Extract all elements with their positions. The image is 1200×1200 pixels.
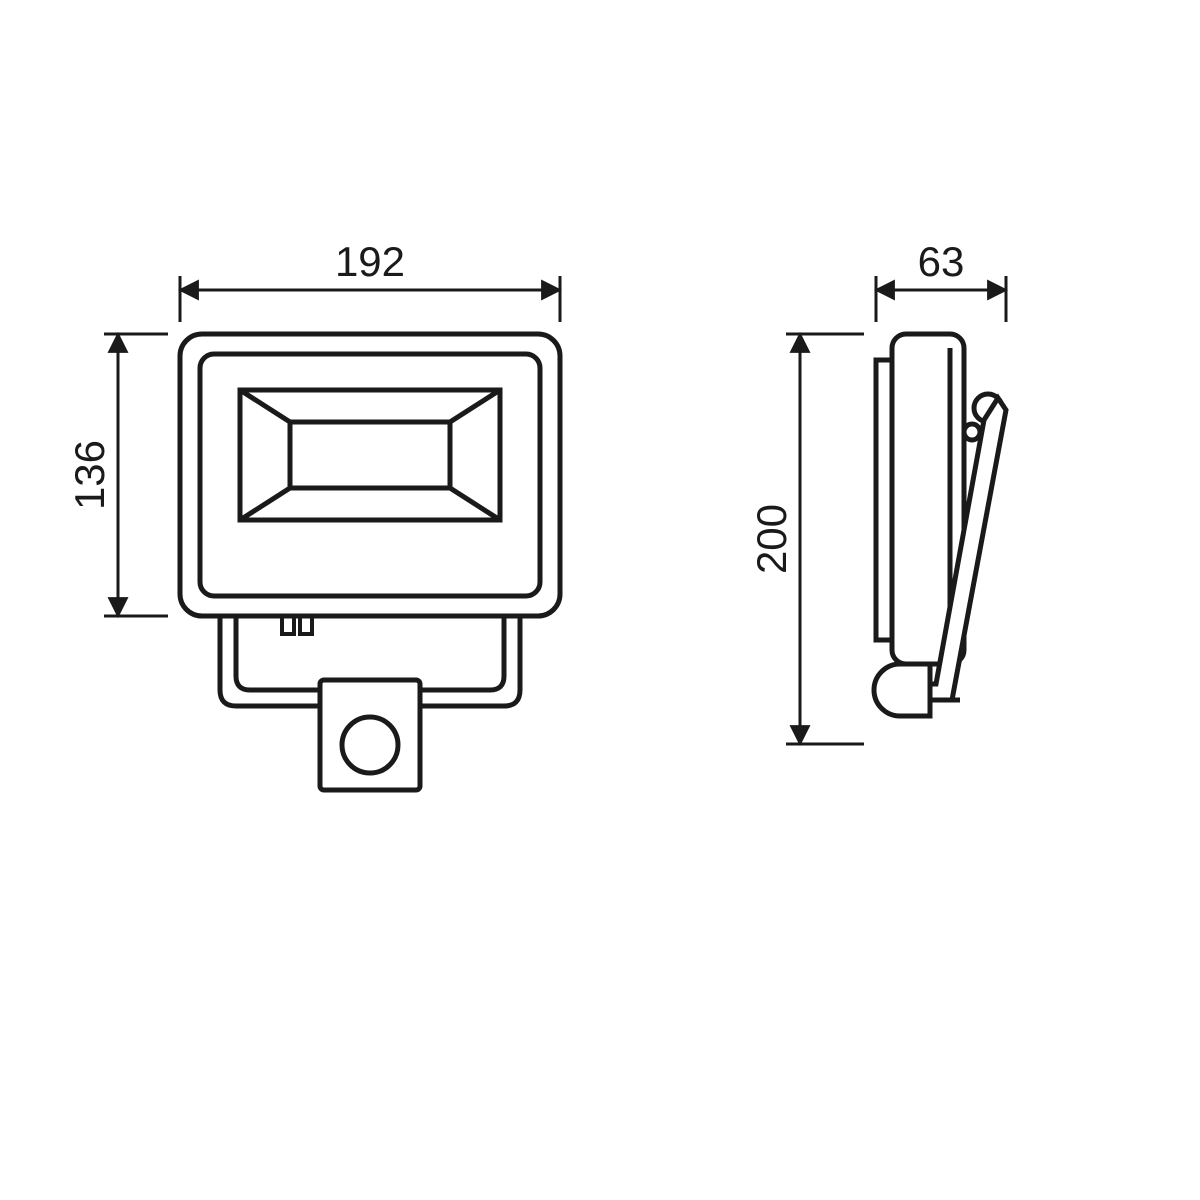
dimension-label-200: 200 — [748, 504, 795, 574]
front-lens-inner — [290, 422, 450, 488]
dimension-label-192: 192 — [335, 238, 405, 285]
side-view: 63 200 — [748, 238, 1006, 744]
front-body — [180, 334, 560, 616]
front-lens-outer — [240, 390, 500, 520]
side-sensor — [874, 664, 930, 716]
dimension-label-63: 63 — [918, 238, 965, 285]
dimension-label-136: 136 — [66, 440, 113, 510]
dimension-width-192: 192 — [180, 238, 560, 322]
side-bracket — [876, 394, 1006, 700]
dimension-depth-63: 63 — [876, 238, 1006, 322]
dimension-height-200: 200 — [748, 334, 864, 744]
front-view: 192 136 — [66, 238, 560, 790]
technical-drawing: 192 136 — [0, 0, 1200, 1200]
front-sensor — [320, 680, 420, 790]
dimension-height-136: 136 — [66, 334, 168, 616]
